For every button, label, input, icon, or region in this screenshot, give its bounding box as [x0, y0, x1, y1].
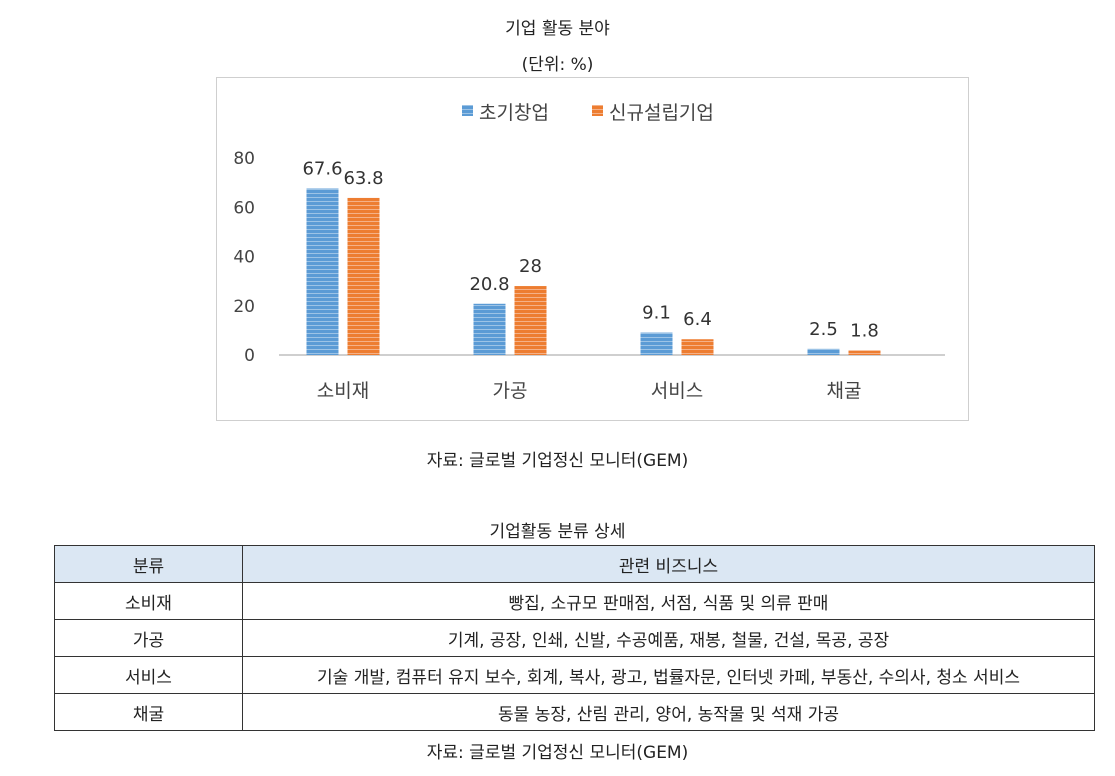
table-row: 채굴 동물 농장, 산림 관리, 양어, 농작물 및 석재 가공: [54, 693, 1095, 731]
row-business: 빵집, 소규모 판매점, 서점, 식품 및 의류 판매: [242, 582, 1095, 620]
bar-series1: [306, 188, 339, 355]
y-tick-label: 40: [233, 248, 255, 268]
row-category: 서비스: [54, 656, 243, 694]
category-label: 채굴: [827, 380, 862, 402]
y-tick-label: 60: [233, 198, 255, 218]
bars-group: 67.6 20.8 9.1 2.5 63.8 28 6.4 1.8: [302, 159, 881, 355]
row-business: 동물 농장, 산림 관리, 양어, 농작물 및 석재 가공: [242, 693, 1095, 731]
table-row: 가공 기계, 공장, 인쇄, 신발, 수공예품, 재봉, 철물, 건설, 목공,…: [54, 619, 1095, 657]
table-row: 서비스 기술 개발, 컴퓨터 유지 보수, 회계, 복사, 광고, 법률자문, …: [54, 656, 1095, 694]
y-axis-ticks: 80 60 40 20 0: [233, 149, 255, 366]
bar-series2: [347, 197, 380, 355]
legend-swatch-series2: [592, 105, 603, 116]
bar-series2: [848, 350, 881, 355]
data-label: 20.8: [469, 274, 509, 295]
bar-chart: 초기창업 신규설립기업 80 60 40 20 0 67.6 20.8 9.1 2.5 63.8…: [233, 102, 945, 402]
legend-label-series1: 초기창업: [479, 102, 549, 124]
row-category: 채굴: [54, 693, 243, 731]
y-tick-label: 80: [233, 149, 255, 169]
y-tick-label: 20: [233, 297, 255, 317]
row-category: 가공: [54, 619, 243, 657]
category-label: 소비재: [317, 380, 369, 402]
business-classification-table: 분류 관련 비즈니스 소비재 빵집, 소규모 판매점, 서점, 식품 및 의류 …: [54, 545, 1095, 731]
data-label: 63.8: [343, 168, 383, 189]
data-label: 9.1: [642, 303, 671, 324]
row-business: 기계, 공장, 인쇄, 신발, 수공예품, 재봉, 철물, 건설, 목공, 공장: [242, 619, 1095, 657]
chart-source: 자료: 글로벌 기업정신 모니터(GEM): [426, 451, 689, 471]
table-title: 기업활동 분류 상세: [489, 522, 626, 542]
row-business: 기술 개발, 컴퓨터 유지 보수, 회계, 복사, 광고, 법률자문, 인터넷 …: [242, 656, 1095, 694]
data-label: 6.4: [683, 309, 712, 330]
bar-series2: [681, 339, 714, 355]
bar-series1: [473, 303, 506, 355]
table-row: 소비재 빵집, 소규모 판매점, 서점, 식품 및 의류 판매: [54, 582, 1095, 620]
header-category: 분류: [54, 545, 243, 583]
row-category: 소비재: [54, 582, 243, 620]
y-tick-label: 0: [244, 346, 255, 366]
chart-area: 초기창업 신규설립기업 80 60 40 20 0 67.6 20.8 9.1 2.5 63.8…: [216, 77, 969, 421]
data-label: 67.6: [302, 159, 342, 180]
chart-unit: (단위: %): [521, 55, 594, 75]
header-related-business: 관련 비즈니스: [242, 545, 1095, 583]
category-label: 서비스: [651, 380, 703, 402]
legend-label-series2: 신규설립기업: [609, 102, 714, 124]
bar-series2: [514, 286, 547, 355]
chart-title: 기업 활동 분야: [505, 19, 610, 39]
data-label: 2.5: [809, 319, 838, 340]
data-label: 28: [519, 256, 542, 277]
bar-series1: [807, 348, 840, 355]
bar-series1: [640, 332, 673, 355]
table-source: 자료: 글로벌 기업정신 모니터(GEM): [426, 743, 689, 763]
legend-swatch-series1: [462, 105, 473, 116]
data-label: 1.8: [850, 321, 879, 342]
category-labels: 소비재 가공 서비스 채굴: [317, 380, 862, 402]
category-label: 가공: [493, 380, 528, 402]
table-header-row: 분류 관련 비즈니스: [54, 545, 1095, 583]
chart-legend: 초기창업 신규설립기업: [462, 102, 714, 124]
